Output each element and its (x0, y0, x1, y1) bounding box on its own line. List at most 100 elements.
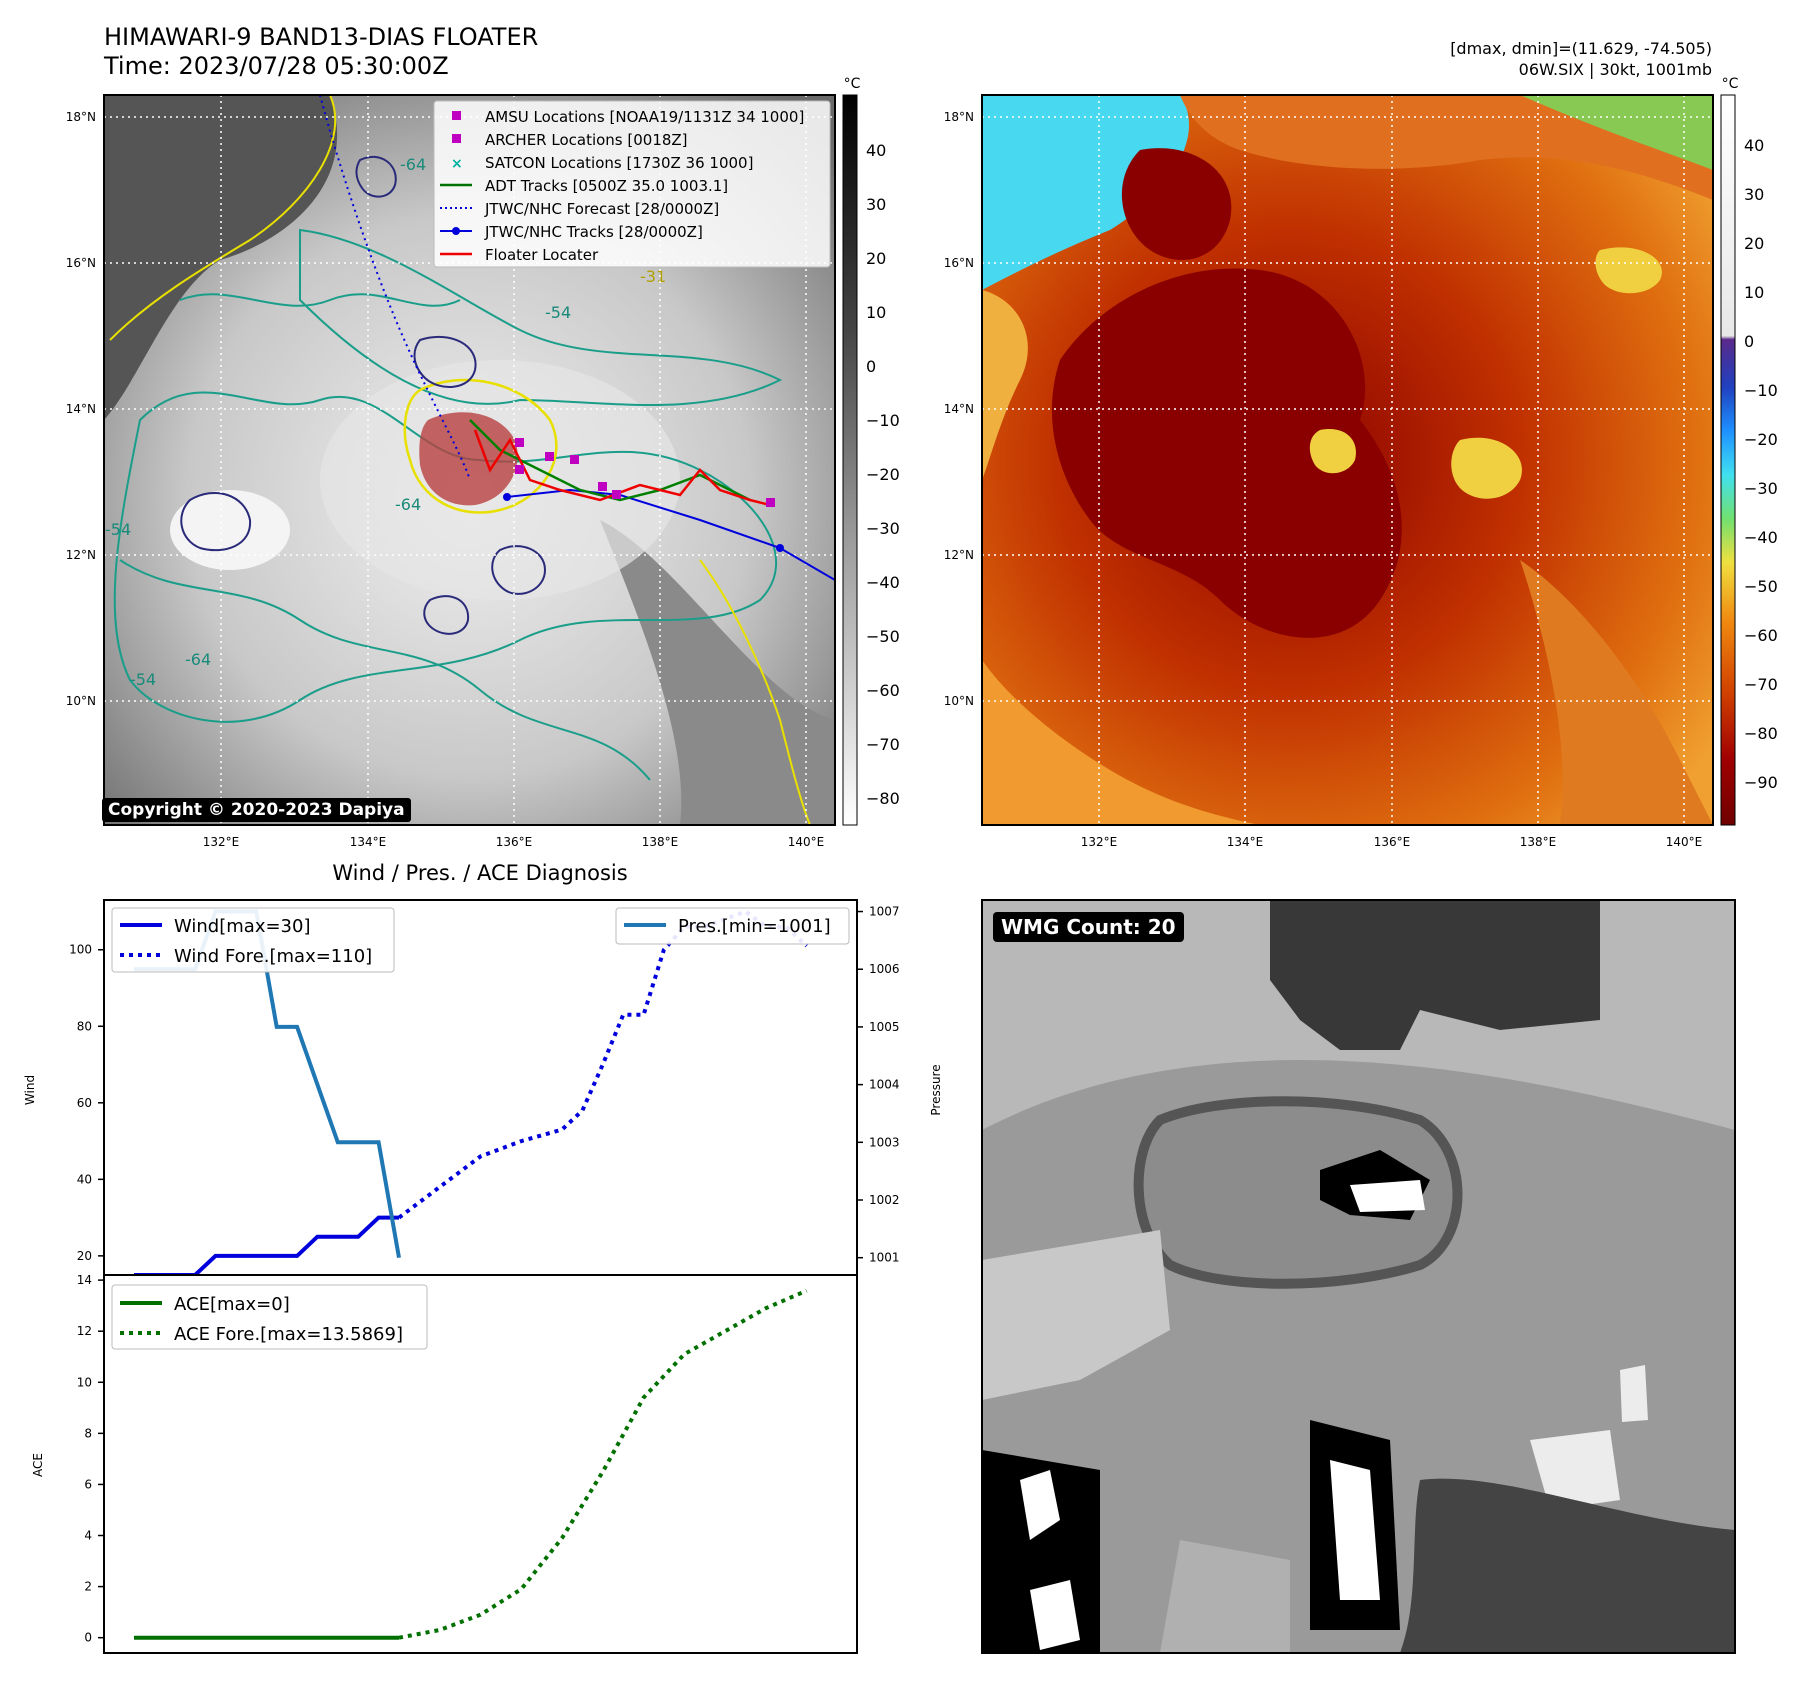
svg-text:14°N: 14°N (944, 402, 974, 416)
svg-text:136°E: 136°E (1374, 835, 1411, 849)
svg-text:−80: −80 (866, 789, 900, 808)
svg-text:16°N: 16°N (66, 256, 96, 270)
legend-marker-archer (452, 134, 461, 143)
legend-ace-fore: ACE Fore.[max=13.5869] (174, 1324, 403, 1345)
legend-pres: Pres.[min=1001] (678, 916, 831, 937)
intensity-range: [dmax, dmin]=(11.629, -74.505) (1450, 39, 1712, 58)
svg-text:134°E: 134°E (350, 835, 387, 849)
ace-legend: ACE[max=0] ACE Fore.[max=13.5869] (111, 1284, 428, 1350)
legend-archer: ARCHER Locations [0018Z] (485, 131, 688, 149)
svg-text:0: 0 (866, 357, 876, 376)
svg-text:16°N: 16°N (944, 256, 974, 270)
ir-legend: AMSU Locations [NOAA19/1131Z 34 1000] AR… (433, 100, 831, 268)
wmg-count-badge: WMG Count: 20 (993, 912, 1184, 942)
pressure-tick-label: 1004 (869, 1078, 900, 1092)
svg-text:134°E: 134°E (1227, 835, 1264, 849)
svg-text:−10: −10 (866, 411, 900, 430)
ir-satellite-panel: -64 -54 -54 -64 -31 -54 -64 (66, 76, 900, 849)
ace-axis-label: ACE (31, 1453, 45, 1477)
pressure-axis-label: Pressure (929, 1064, 943, 1115)
svg-text:−70: −70 (866, 735, 900, 754)
pressure-tick-label: 1003 (869, 1135, 900, 1149)
legend-wind: Wind[max=30] (174, 916, 311, 937)
legend-floater: Floater Locater (485, 246, 599, 264)
wind-pressure-panel: Wind / Pres. / ACE Diagnosis Wind Pressu… (23, 861, 943, 1276)
svg-text:−30: −30 (1744, 479, 1778, 498)
color-gridlines (982, 95, 1713, 825)
wind-tick-label: 40 (77, 1172, 92, 1186)
svg-text:136°E: 136°E (496, 835, 533, 849)
deep-convection-region (1051, 268, 1402, 638)
svg-text:−70: −70 (1744, 675, 1778, 694)
svg-text:−90: −90 (1744, 773, 1778, 792)
pressure-tick-label: 1006 (869, 962, 900, 976)
ir-colorbar: °C 40 30 20 10 0 −10 −20 −30 −40 −50 −60… (842, 76, 900, 826)
svg-text:−60: −60 (1744, 626, 1778, 645)
legend-amsu: AMSU Locations [NOAA19/1131Z 34 1000] (485, 108, 804, 126)
svg-text:10°N: 10°N (944, 694, 974, 708)
svg-text:°C: °C (844, 76, 861, 92)
pressure-y-ticks: 1001 1002 1003 1004 1005 1006 1007 (857, 905, 900, 1265)
legend-marker-satcon: × (451, 156, 463, 172)
svg-text:0: 0 (1744, 332, 1754, 351)
legend-ace: ACE[max=0] (174, 1294, 290, 1315)
ace-tick-label: 0 (84, 1631, 92, 1645)
legend-adt: ADT Tracks [0500Z 35.0 1003.1] (485, 177, 728, 195)
svg-text:132°E: 132°E (1081, 835, 1118, 849)
legend-marker-amsu (452, 111, 461, 120)
wind-tick-label: 100 (69, 943, 92, 957)
svg-text:−10: −10 (1744, 381, 1778, 400)
svg-text:−50: −50 (866, 627, 900, 646)
track-point (503, 493, 511, 501)
wind-axis-label: Wind (23, 1075, 37, 1105)
figure-time: Time: 2023/07/28 05:30:00Z (103, 52, 449, 80)
contour-label: -64 (185, 650, 211, 669)
svg-text:−80: −80 (1744, 724, 1778, 743)
legend-satcon: SATCON Locations [1730Z 36 1000] (485, 154, 753, 172)
svg-text:30: 30 (866, 195, 886, 214)
storm-info: 06W.SIX | 30kt, 1001mb (1519, 60, 1712, 79)
svg-text:140°E: 140°E (788, 835, 825, 849)
svg-text:−20: −20 (866, 465, 900, 484)
svg-text:−30: −30 (866, 519, 900, 538)
svg-text:14°N: 14°N (66, 402, 96, 416)
diagnosis-title: Wind / Pres. / ACE Diagnosis (332, 861, 627, 885)
ir-lat-ticks: 18°N 16°N 14°N 12°N 10°N (66, 110, 96, 708)
svg-text:10°N: 10°N (66, 694, 96, 708)
svg-text:−40: −40 (1744, 528, 1778, 547)
wind-tick-label: 60 (77, 1096, 92, 1110)
jtwc-forecast-track (319, 95, 471, 481)
contour-label: -54 (130, 670, 156, 689)
svg-text:−20: −20 (1744, 430, 1778, 449)
svg-text:10: 10 (1744, 283, 1764, 302)
contour-label: -31 (640, 267, 666, 286)
enhanced-ir-panel: 18°N 16°N 14°N 12°N 10°N 132°E 134°E 136… (944, 76, 1778, 849)
color-lat-ticks: 18°N 16°N 14°N 12°N 10°N (944, 110, 974, 708)
amsu-markers (515, 438, 775, 507)
svg-text:12°N: 12°N (66, 548, 96, 562)
svg-text:18°N: 18°N (66, 110, 96, 124)
ir-lon-ticks: 132°E 134°E 136°E 138°E 140°E (203, 835, 825, 849)
pressure-legend: Pres.[min=1001] (615, 907, 850, 945)
contour-label: -54 (545, 303, 571, 322)
cold-cloud-core (419, 412, 518, 506)
wind-tick-label: 80 (77, 1019, 92, 1033)
ace-tick-label: 14 (77, 1273, 92, 1287)
pressure-tick-label: 1007 (869, 905, 900, 919)
legend-tracks: JTWC/NHC Tracks [28/0000Z] (484, 223, 703, 241)
svg-text:−40: −40 (866, 573, 900, 592)
ace-y-ticks: 0 2 4 6 8 10 12 14 (77, 1273, 104, 1645)
copyright-badge: Copyright © 2020-2023 Dapiya (102, 798, 411, 822)
legend-wind-fore: Wind Fore.[max=110] (174, 946, 372, 967)
pressure-tick-label: 1005 (869, 1020, 900, 1034)
contour-label: -54 (105, 520, 131, 539)
series-line-0 (134, 1215, 399, 1275)
svg-text:20: 20 (1744, 234, 1764, 253)
contour-label: -64 (400, 155, 426, 174)
track-point (776, 544, 784, 552)
legend-forecast: JTWC/NHC Forecast [28/0000Z] (484, 200, 719, 218)
wind-legend: Wind[max=30] Wind Fore.[max=110] (111, 907, 395, 973)
svg-text:138°E: 138°E (1520, 835, 1557, 849)
ace-tick-label: 12 (77, 1324, 92, 1338)
